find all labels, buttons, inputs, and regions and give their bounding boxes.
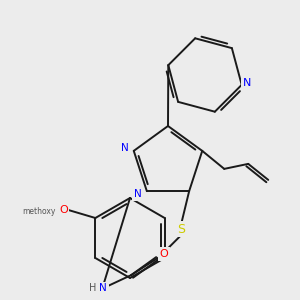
Text: H: H (89, 283, 97, 293)
Text: N: N (99, 283, 107, 293)
Text: N: N (242, 78, 251, 88)
Text: O: O (160, 249, 169, 259)
Text: methoxy: methoxy (23, 208, 56, 217)
Text: O: O (59, 205, 68, 215)
Text: S: S (177, 223, 185, 236)
Text: N: N (121, 143, 129, 153)
Text: N: N (134, 189, 142, 199)
